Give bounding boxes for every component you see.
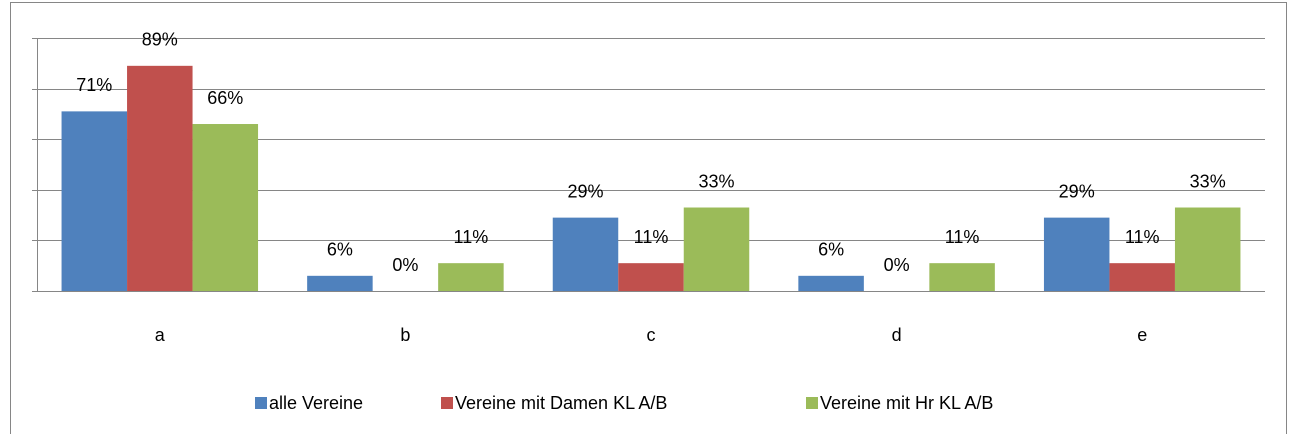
data-label: 6%: [818, 240, 844, 260]
data-label: 6%: [327, 240, 353, 260]
bar: [1174, 207, 1241, 291]
data-label: 11%: [634, 227, 669, 247]
x-tick-label: d: [892, 325, 902, 345]
data-label: 0%: [392, 255, 418, 275]
bar: [1043, 217, 1110, 291]
bar: [798, 275, 864, 291]
data-label: 89%: [142, 30, 178, 50]
data-label: 33%: [1190, 171, 1226, 191]
legend-swatch: [441, 397, 453, 409]
x-tick-label: a: [155, 325, 166, 345]
data-label: 11%: [945, 227, 980, 247]
data-label: 71%: [76, 75, 112, 95]
bar: [127, 65, 193, 291]
bar: [1109, 263, 1175, 291]
x-tick-label: e: [1137, 325, 1147, 345]
data-label: 29%: [567, 181, 603, 201]
legend-swatch: [255, 397, 267, 409]
legend-label: alle Vereine: [269, 393, 363, 413]
bar: [192, 124, 259, 292]
data-label: 11%: [1125, 227, 1160, 247]
bar: [438, 263, 504, 291]
legend-label: Vereine mit Hr KL A/B: [820, 393, 993, 413]
bar: [618, 263, 684, 291]
bar: [307, 275, 373, 291]
data-label: 0%: [884, 255, 910, 275]
bar: [929, 263, 995, 291]
data-label: 33%: [698, 171, 734, 191]
data-label: 29%: [1059, 181, 1095, 201]
data-label: 66%: [207, 88, 243, 108]
x-tick-label: b: [400, 325, 410, 345]
bar: [61, 111, 128, 292]
bar: [683, 207, 750, 291]
bar: [552, 217, 619, 291]
data-label: 11%: [454, 227, 489, 247]
legend-swatch: [806, 397, 818, 409]
x-tick-label: c: [647, 325, 656, 345]
legend-label: Vereine mit Damen KL A/B: [455, 393, 667, 413]
